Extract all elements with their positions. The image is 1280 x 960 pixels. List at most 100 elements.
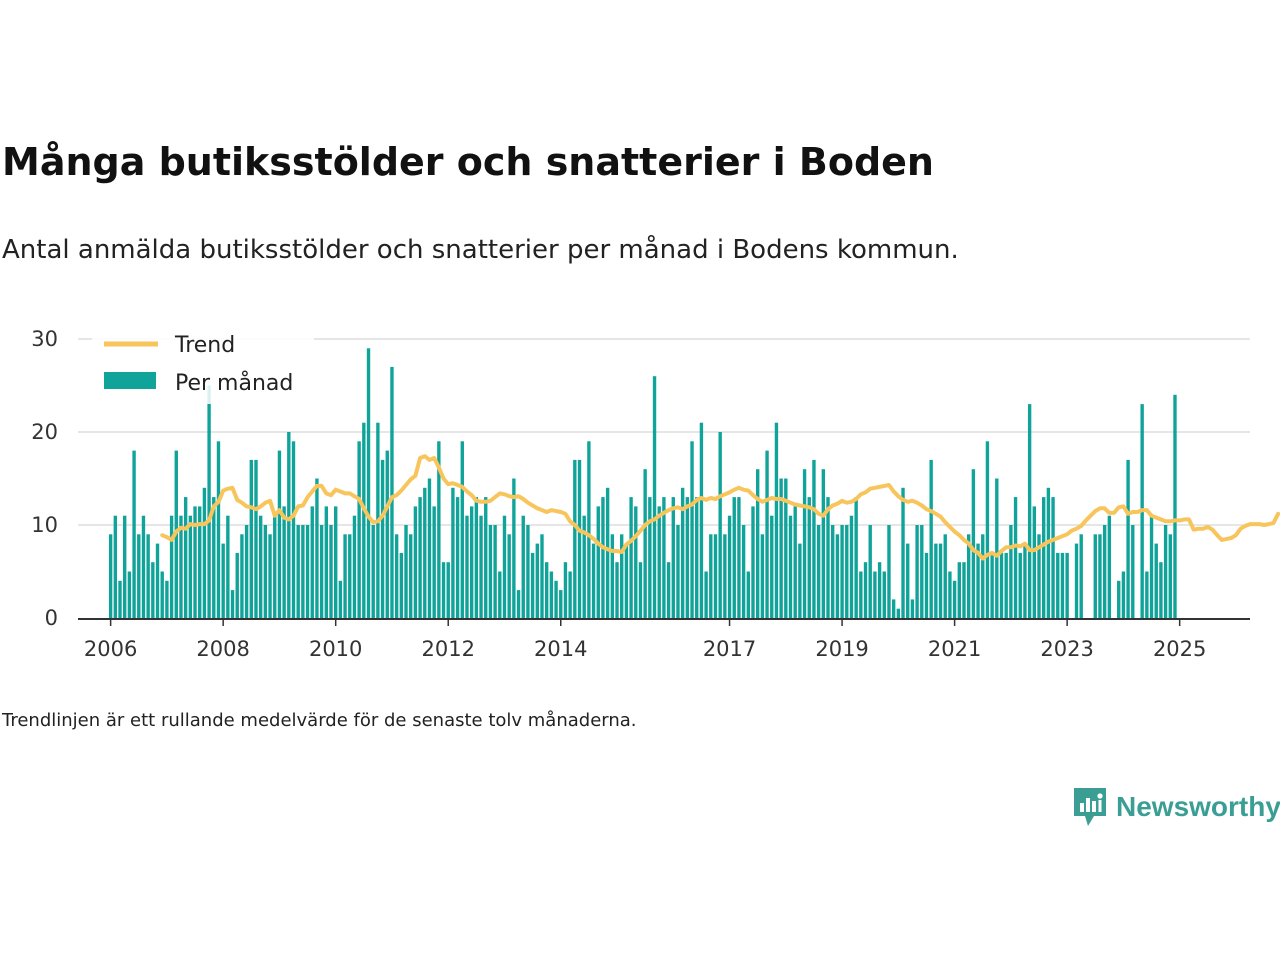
- bar: [338, 580, 343, 618]
- bar: [498, 571, 502, 618]
- x-tick-label: 2012: [421, 637, 474, 661]
- x-tick-labels: 2006 2008 2010 2012 2014 2017 2019 2021 2023 2025: [84, 637, 1206, 661]
- bar: [1018, 552, 1022, 618]
- bar: [1042, 497, 1046, 618]
- bar: [793, 506, 797, 618]
- bar: [1023, 543, 1027, 618]
- bar: [770, 515, 774, 618]
- bar: [545, 562, 549, 618]
- bar: [1126, 459, 1130, 618]
- bar: [319, 525, 324, 618]
- bar: [413, 506, 418, 618]
- bar: [718, 432, 722, 618]
- bar: [488, 525, 493, 618]
- bar: [634, 506, 638, 618]
- bar: [380, 459, 385, 618]
- bar: [1004, 552, 1008, 618]
- bar: [826, 497, 830, 618]
- bar: [530, 552, 535, 618]
- bar: [1149, 515, 1154, 618]
- bar: [221, 543, 225, 618]
- bar: [732, 497, 736, 618]
- bar: [1173, 394, 1177, 618]
- bar: [662, 497, 666, 618]
- bar: [910, 599, 915, 618]
- x-tick-label: 2008: [196, 637, 249, 661]
- bar: [985, 441, 990, 618]
- bar: [132, 450, 136, 618]
- bar: [1079, 534, 1083, 618]
- bar: [1009, 525, 1013, 618]
- bar: [446, 562, 450, 618]
- bar: [976, 543, 980, 618]
- legend-trend-label: Trend: [174, 333, 235, 358]
- bar: [741, 525, 746, 618]
- bar: [587, 441, 591, 618]
- bar: [244, 525, 249, 618]
- bar: [615, 562, 619, 618]
- bar: [877, 562, 882, 618]
- bar: [165, 580, 169, 618]
- bar: [324, 506, 329, 618]
- bar: [1032, 506, 1037, 618]
- bar: [948, 571, 952, 618]
- brand-logo[interactable]: Newsworthy: [1072, 786, 1280, 828]
- bar: [484, 497, 488, 618]
- bar: [723, 534, 727, 618]
- bar: [479, 515, 483, 618]
- bar: [469, 506, 474, 618]
- bar: [123, 515, 127, 618]
- bar: [957, 562, 961, 618]
- bar: [990, 552, 994, 618]
- bar: [451, 487, 455, 618]
- bar: [624, 543, 629, 618]
- y-tick-label: 30: [31, 327, 58, 351]
- bar: [155, 543, 160, 618]
- bar: [366, 348, 371, 618]
- bar: [746, 571, 750, 618]
- bar: [755, 469, 760, 618]
- bar: [559, 590, 563, 618]
- bar: [751, 506, 755, 618]
- bar: [1168, 534, 1172, 618]
- bar: [924, 552, 929, 618]
- bar: [863, 562, 868, 618]
- bar: [709, 534, 713, 618]
- bar: [601, 497, 605, 618]
- bar: [179, 515, 183, 618]
- bar: [868, 525, 872, 618]
- bar: [113, 515, 118, 618]
- bar: [999, 552, 1004, 618]
- bar: [1163, 525, 1168, 618]
- bar: [620, 534, 624, 618]
- bar: [859, 571, 863, 618]
- bar: [1145, 571, 1149, 618]
- x-tick-label: 2017: [703, 637, 756, 661]
- x-tick-label: 2014: [534, 637, 587, 661]
- bar: [573, 459, 577, 618]
- bar: [699, 422, 704, 618]
- bar: [685, 497, 690, 618]
- bar: [394, 534, 399, 618]
- bar: [198, 506, 202, 618]
- bar: [169, 515, 174, 618]
- bar: [920, 525, 924, 618]
- bar: [737, 497, 741, 618]
- bar: [216, 441, 221, 618]
- bar: [465, 515, 469, 618]
- bar: [568, 571, 572, 618]
- bar: [831, 525, 835, 618]
- bar: [287, 432, 291, 618]
- bar: [507, 534, 511, 618]
- legend: Trend Per månad: [92, 332, 314, 404]
- bar: [409, 534, 413, 618]
- bar: [774, 422, 779, 618]
- bar: [577, 459, 582, 618]
- bar: [943, 534, 947, 618]
- bar: [1159, 562, 1163, 618]
- bar: [160, 571, 164, 618]
- bar: [690, 441, 694, 618]
- y-tick-label: 10: [31, 513, 58, 537]
- bar: [254, 459, 258, 618]
- bar: [329, 525, 333, 618]
